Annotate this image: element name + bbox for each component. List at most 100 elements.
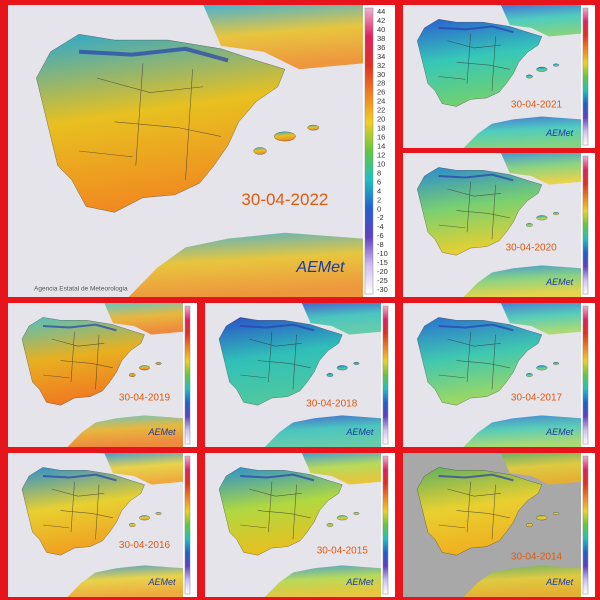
africa (463, 565, 581, 597)
legend-label: -10 (377, 249, 388, 258)
france (500, 303, 581, 335)
france (104, 303, 183, 335)
island (537, 67, 548, 72)
map (219, 303, 381, 447)
legend-label: 28 (377, 79, 385, 88)
africa (128, 232, 363, 297)
borders (439, 182, 510, 240)
date-label: 30-04-2017 (511, 393, 563, 404)
island (553, 362, 559, 365)
legend-label: 40 (377, 25, 385, 34)
map-panel: 30-04-2015 AEMet (205, 453, 395, 597)
colorbar (184, 455, 191, 595)
logo: AEMet (545, 128, 574, 138)
legend-label: 4 (377, 186, 381, 195)
mountains (240, 325, 314, 331)
logo: AEMet (295, 259, 345, 276)
legend-label: -6 (377, 231, 384, 240)
colorbar (582, 155, 589, 295)
colorbar (582, 455, 589, 595)
mountains (79, 49, 228, 61)
map-panel: 30-04-2018 AEMet (205, 303, 395, 447)
mountains (43, 325, 117, 331)
legend-label: -4 (377, 222, 384, 231)
island (337, 515, 348, 520)
island (526, 223, 532, 226)
africa (264, 565, 381, 597)
legend-label: 14 (377, 142, 385, 151)
legend-label: -2 (377, 213, 384, 222)
legend-label: 20 (377, 115, 385, 124)
date-label: 30-04-2015 (317, 546, 369, 557)
map-panel: 30-04-2016 AEMet (8, 453, 197, 597)
legend-label: 2 (377, 195, 381, 204)
colorbar (184, 305, 191, 445)
island (337, 365, 348, 370)
map (417, 303, 581, 447)
legend-label: -15 (377, 258, 388, 267)
borders (439, 332, 510, 390)
logo: AEMet (147, 577, 176, 587)
map (36, 5, 363, 297)
map-panel: 30-04-2020 AEMet (403, 153, 595, 297)
legend-label: 26 (377, 88, 385, 97)
legend-label: 8 (377, 168, 381, 177)
date-label: 30-04-2014 (511, 551, 563, 562)
france (301, 303, 381, 335)
mountains (439, 325, 514, 331)
logo: AEMet (147, 427, 176, 437)
logo: AEMet (345, 427, 374, 437)
africa (264, 415, 381, 447)
island (526, 373, 532, 376)
borders (439, 482, 510, 540)
island (526, 75, 532, 78)
map-panel: 30-04-2014 AEMet (403, 453, 595, 597)
legend-label: 42 (377, 16, 385, 25)
island (537, 365, 548, 370)
logo: AEMet (345, 577, 374, 587)
island (537, 515, 548, 520)
logo: AEMet (545, 277, 574, 287)
france (500, 5, 581, 37)
borders (240, 332, 310, 390)
africa (463, 116, 581, 148)
island (537, 215, 548, 220)
borders (240, 482, 310, 540)
mountains (439, 26, 514, 32)
france (500, 153, 581, 185)
island (274, 132, 295, 141)
map (417, 153, 581, 297)
africa (67, 565, 183, 597)
borders (43, 482, 113, 540)
borders (43, 332, 113, 390)
mountains (240, 475, 314, 481)
france (104, 453, 183, 485)
borders (439, 34, 510, 91)
legend-label: 6 (377, 177, 381, 186)
island (156, 512, 162, 515)
africa (463, 415, 581, 447)
map (219, 453, 381, 597)
france (301, 453, 381, 485)
legend-label: 38 (377, 34, 385, 43)
island (327, 373, 333, 376)
island (354, 362, 360, 365)
colorbar (382, 305, 389, 445)
map (22, 453, 183, 597)
map-panel: 30-04-2017 AEMet (403, 303, 595, 447)
legend-label: 34 (377, 52, 385, 61)
island (254, 147, 267, 154)
date-label: 30-04-2019 (119, 393, 171, 404)
legend-label: 36 (377, 43, 385, 52)
date-label: 30-04-2018 (306, 398, 358, 409)
africa (463, 265, 581, 297)
colorbar (582, 305, 589, 445)
island (354, 512, 360, 515)
france (203, 5, 363, 70)
date-label: 30-04-2020 (506, 243, 558, 254)
legend-label: -8 (377, 240, 384, 249)
map-panel: 4442403836343230282624222018161412108642… (8, 5, 395, 297)
map (22, 303, 183, 447)
borders (79, 63, 221, 180)
